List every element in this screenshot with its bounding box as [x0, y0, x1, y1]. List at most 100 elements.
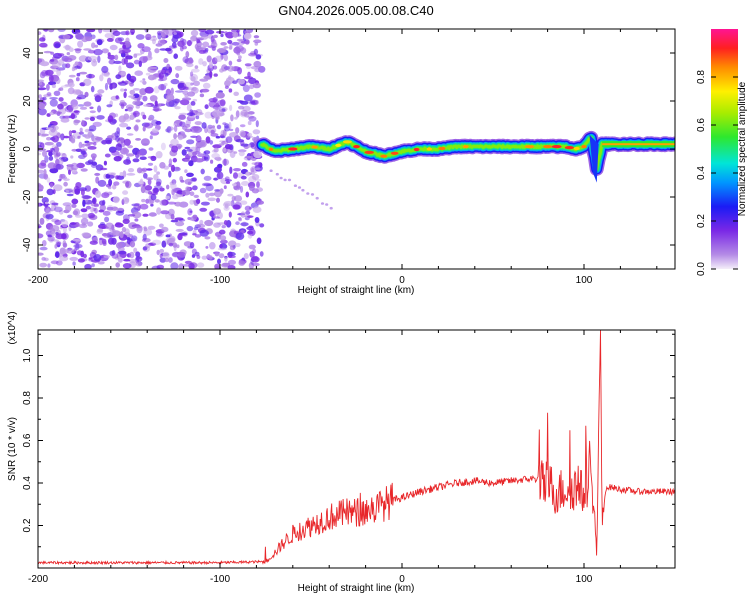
snr-panel: -200 -100 0 100 0.2 0.4 0.6 0.8 1.0 Height of s…	[7, 311, 676, 594]
noise-blob	[256, 237, 262, 245]
noise-blob	[72, 261, 76, 266]
noise-blob	[90, 85, 95, 93]
noise-blob	[188, 262, 195, 269]
noise-blob	[52, 111, 63, 115]
x-tick-label: -100	[210, 574, 230, 585]
ridge-peak	[524, 145, 535, 149]
noise-blob	[126, 237, 131, 241]
noise-blob	[213, 147, 219, 153]
noise-blob	[192, 214, 198, 220]
noise-blob	[325, 203, 329, 206]
noise-blob	[39, 42, 48, 48]
noise-blob	[205, 192, 210, 198]
noise-blob	[247, 144, 251, 148]
noise-blob	[61, 176, 68, 180]
noise-blob	[75, 148, 83, 152]
noise-blob	[155, 151, 163, 159]
noise-blob	[138, 184, 145, 188]
noise-blob	[254, 92, 261, 98]
ridge-peak	[543, 145, 553, 149]
noise-blob	[59, 173, 63, 181]
noise-blob	[166, 126, 174, 131]
noise-blob	[149, 135, 153, 140]
noise-blob	[77, 104, 85, 107]
noise-blob	[175, 73, 180, 79]
noise-blob	[86, 29, 96, 33]
noise-blob	[74, 65, 81, 69]
noise-blob	[201, 182, 212, 187]
noise-blob	[203, 156, 209, 160]
noise-blob	[254, 100, 259, 104]
noise-blob	[62, 115, 72, 119]
noise-blob	[103, 73, 110, 78]
noise-blob	[157, 32, 162, 40]
noise-blob	[85, 205, 92, 210]
noise-blob	[38, 162, 47, 169]
noise-blob	[253, 35, 260, 39]
noise-blob	[188, 160, 194, 167]
noise-blob	[87, 212, 95, 219]
noise-blob	[225, 31, 235, 39]
noise-blob	[177, 40, 185, 47]
noise-blob	[60, 133, 65, 141]
noise-blob	[104, 216, 110, 223]
noise-blob	[164, 47, 172, 52]
noise-blob	[78, 141, 83, 149]
noise-blob	[108, 237, 115, 245]
noise-blob	[177, 135, 184, 141]
noise-blob	[184, 58, 194, 65]
noise-blob	[213, 177, 219, 181]
noise-blob	[90, 206, 95, 213]
noise-blob	[218, 229, 226, 235]
noise-blob	[244, 135, 254, 138]
noise-blob	[123, 258, 131, 262]
noise-blob	[199, 207, 208, 212]
ridge-peak	[311, 145, 318, 149]
noise-blob	[198, 29, 207, 33]
noise-blob	[240, 109, 248, 117]
noise-blob	[212, 65, 218, 70]
noise-blob	[220, 42, 227, 46]
noise-blob	[251, 174, 260, 180]
noise-blob	[170, 87, 174, 96]
noise-blob	[114, 113, 119, 117]
noise-blob	[74, 110, 81, 114]
noise-blob	[170, 262, 179, 269]
noise-blob	[132, 158, 140, 163]
snr-line	[38, 330, 675, 566]
noise-blob	[45, 213, 54, 220]
noise-blob	[228, 88, 233, 93]
noise-blob	[38, 252, 44, 256]
noise-blob	[195, 115, 200, 120]
colorbar-tick-label: 0.0	[696, 262, 707, 276]
noise-blob	[59, 209, 64, 215]
noise-blob	[120, 147, 129, 155]
y-tick-label: -40	[22, 237, 33, 252]
noise-blob	[170, 138, 179, 146]
noise-blob	[51, 135, 60, 143]
noise-blob	[177, 233, 183, 241]
noise-blob	[106, 204, 115, 213]
noise-blob	[81, 36, 89, 43]
noise-blob	[254, 42, 259, 46]
noise-blob	[122, 170, 127, 178]
noise-blob	[227, 39, 233, 44]
noise-blob	[115, 74, 122, 80]
noise-blob	[111, 84, 115, 89]
noise-blob	[106, 206, 114, 211]
noise-blob	[138, 180, 145, 185]
noise-blob	[38, 79, 45, 83]
noise-blob	[44, 141, 54, 146]
noise-blob	[127, 214, 136, 217]
noise-blob	[119, 231, 124, 239]
snr-y-multiplier: (x10^4)	[7, 311, 18, 344]
noise-blob	[75, 77, 80, 82]
noise-blob	[228, 60, 233, 66]
noise-blob	[187, 151, 194, 157]
noise-blob	[72, 239, 81, 242]
noise-blob	[78, 131, 84, 135]
noise-blob	[51, 61, 61, 68]
noise-blob	[43, 29, 49, 33]
noise-blob	[240, 211, 246, 218]
noise-blob	[121, 226, 127, 233]
